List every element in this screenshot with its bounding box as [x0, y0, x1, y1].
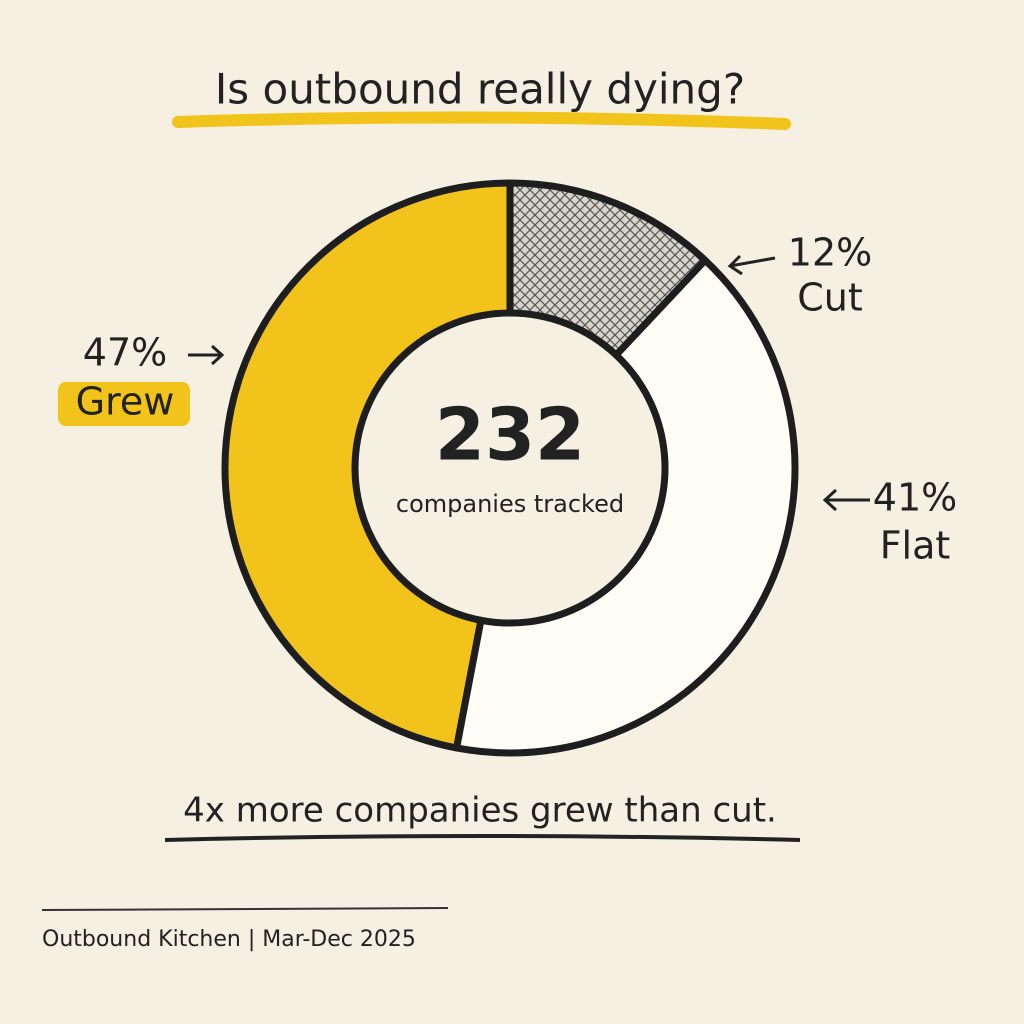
donut-segment: [506, 179, 709, 359]
center-label: companies tracked: [396, 490, 624, 518]
donut: [221, 179, 799, 757]
annotation-underline: [164, 834, 801, 842]
arrow: [822, 488, 870, 512]
slice-category-label: Cut: [797, 276, 863, 320]
source: Outbound Kitchen | Mar-Dec 2025: [42, 927, 416, 952]
donut-segment: [221, 179, 514, 752]
slice-category-label: Grew: [76, 380, 175, 424]
chart-title: Is outbound really dying?: [215, 65, 745, 114]
label-highlight: [58, 382, 190, 426]
source-rule: [41, 907, 449, 911]
annotation: 4x more companies grew than cut.: [183, 791, 777, 831]
slice-value-label: 41%: [873, 476, 957, 520]
center-value: 232: [435, 393, 585, 477]
slice-value-label: 12%: [788, 231, 872, 275]
donut-segment: [453, 256, 799, 757]
arrow: [188, 344, 225, 366]
title-underline: [172, 111, 791, 130]
slice-category-label: Flat: [880, 524, 951, 568]
arrow: [727, 254, 776, 276]
slice-value-label: 47%: [83, 331, 167, 375]
